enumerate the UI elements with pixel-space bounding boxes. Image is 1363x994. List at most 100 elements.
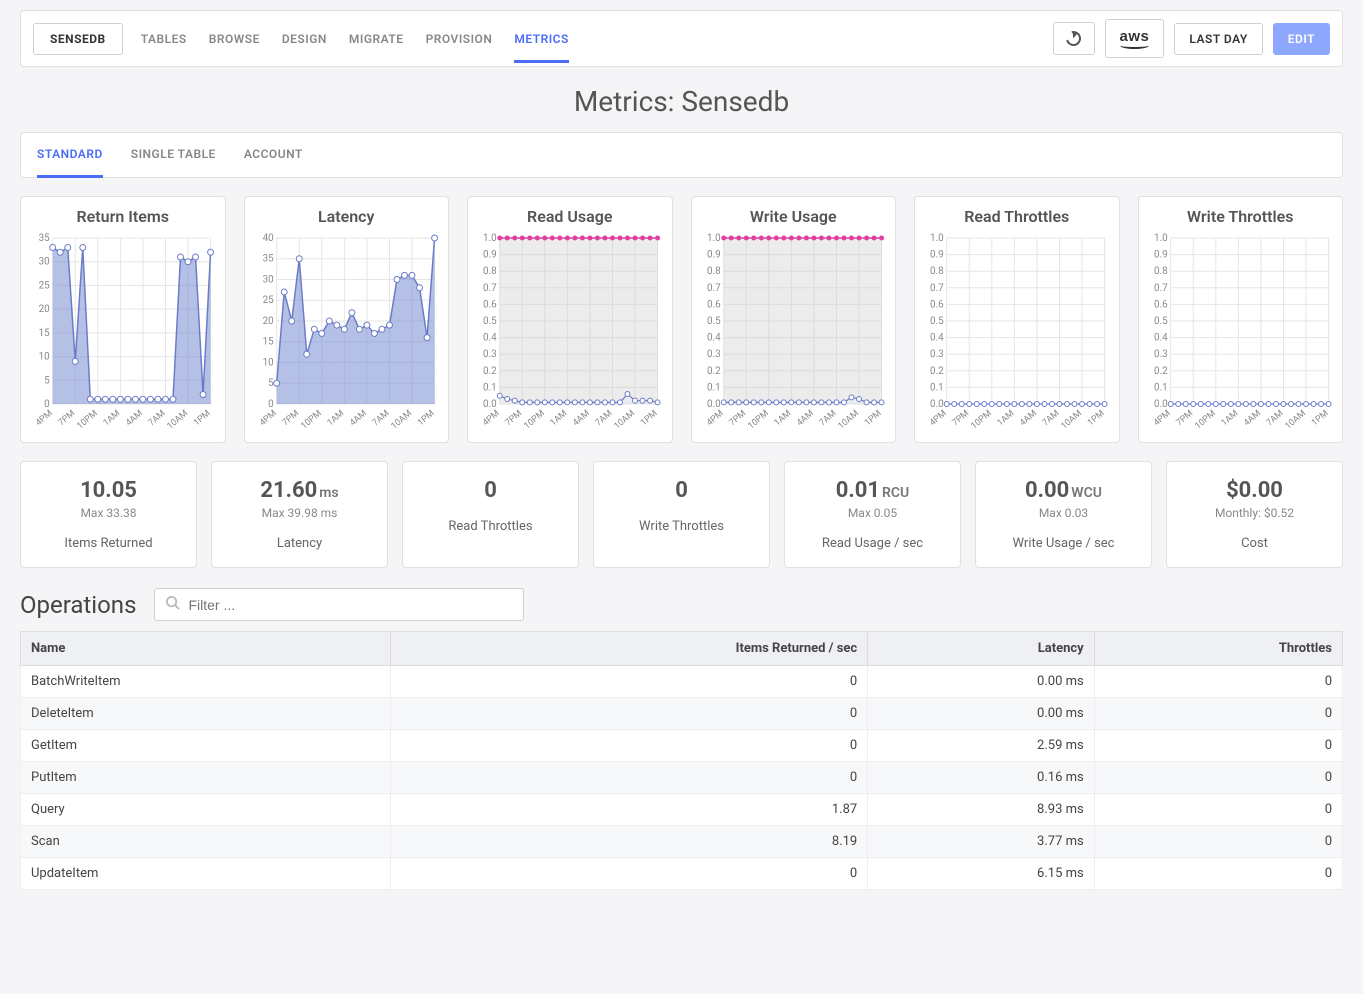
stat-value: 10.05 bbox=[27, 478, 190, 503]
svg-text:4PM: 4PM bbox=[705, 408, 726, 428]
table-cell: GetItem bbox=[21, 730, 391, 762]
svg-text:0.8: 0.8 bbox=[930, 266, 944, 277]
stat-value: 21.60ms bbox=[218, 478, 381, 503]
svg-text:1AM: 1AM bbox=[1219, 408, 1240, 428]
table-row[interactable]: PutItem00.16 ms0 bbox=[21, 762, 1343, 794]
svg-text:1.0: 1.0 bbox=[930, 233, 944, 244]
page-title: Metrics: Sensedb bbox=[0, 85, 1363, 118]
svg-text:0.6: 0.6 bbox=[1154, 299, 1168, 310]
table-row[interactable]: Query1.878.93 ms0 bbox=[21, 794, 1343, 826]
svg-text:0.1: 0.1 bbox=[707, 382, 721, 393]
svg-text:0.3: 0.3 bbox=[483, 349, 497, 360]
table-cell: 0 bbox=[1094, 858, 1342, 890]
svg-text:10AM: 10AM bbox=[1283, 408, 1308, 431]
stat-label: Write Throttles bbox=[600, 519, 763, 534]
table-cell: 0 bbox=[1094, 730, 1342, 762]
table-cell: 0.00 ms bbox=[868, 666, 1095, 698]
chart-title: Write Usage bbox=[700, 207, 888, 226]
database-select[interactable]: SENSEDB bbox=[33, 23, 123, 55]
svg-text:0.4: 0.4 bbox=[1154, 333, 1168, 344]
svg-text:0.9: 0.9 bbox=[707, 250, 721, 261]
svg-text:4AM: 4AM bbox=[348, 408, 369, 428]
svg-text:10AM: 10AM bbox=[836, 408, 861, 431]
stat-label: Items Returned bbox=[27, 536, 190, 551]
table-row[interactable]: UpdateItem06.15 ms0 bbox=[21, 858, 1343, 890]
stat-sub: Max 39.98 ms bbox=[218, 506, 381, 520]
table-cell: 0 bbox=[391, 730, 868, 762]
table-row[interactable]: Scan8.193.77 ms0 bbox=[21, 826, 1343, 858]
svg-text:10: 10 bbox=[39, 352, 50, 363]
stat-card-latency: 21.60msMax 39.98 msLatency bbox=[211, 461, 388, 568]
svg-text:15: 15 bbox=[39, 328, 50, 339]
refresh-button[interactable] bbox=[1053, 22, 1095, 55]
table-header[interactable]: Name bbox=[21, 632, 391, 666]
operations-title: Operations bbox=[20, 591, 136, 619]
tab-standard[interactable]: STANDARD bbox=[37, 133, 103, 178]
svg-text:1PM: 1PM bbox=[1310, 408, 1331, 428]
main-nav: TABLESBROWSEDESIGNMIGRATEPROVISIONMETRIC… bbox=[141, 28, 1035, 50]
svg-text:25: 25 bbox=[39, 280, 50, 291]
table-header[interactable]: Throttles bbox=[1094, 632, 1342, 666]
refresh-icon bbox=[1063, 28, 1083, 48]
chart-card-latency: Latency05101520253035404PM7PM10PM1AM4AM7… bbox=[244, 196, 450, 443]
svg-text:4PM: 4PM bbox=[481, 408, 502, 428]
svg-text:0.6: 0.6 bbox=[707, 299, 721, 310]
chart-card-read-throttles: Read Throttles0.00.10.20.30.40.50.60.70.… bbox=[914, 196, 1120, 443]
chart-card-read-usage: Read Usage0.00.10.20.30.40.50.60.70.80.9… bbox=[467, 196, 673, 443]
filter-input[interactable] bbox=[188, 597, 513, 613]
filter-box[interactable] bbox=[154, 588, 524, 621]
stat-label: Read Usage / sec bbox=[791, 536, 954, 551]
svg-text:0.5: 0.5 bbox=[483, 316, 497, 327]
nav-item-tables[interactable]: TABLES bbox=[141, 28, 187, 50]
table-cell: BatchWriteItem bbox=[21, 666, 391, 698]
table-cell: 6.15 ms bbox=[868, 858, 1095, 890]
svg-text:4PM: 4PM bbox=[258, 408, 279, 428]
table-row[interactable]: DeleteItem00.00 ms0 bbox=[21, 698, 1343, 730]
table-header[interactable]: Latency bbox=[868, 632, 1095, 666]
svg-text:10: 10 bbox=[262, 357, 273, 368]
svg-text:4AM: 4AM bbox=[795, 408, 816, 428]
table-cell: 0 bbox=[391, 858, 868, 890]
table-cell: 2.59 ms bbox=[868, 730, 1095, 762]
svg-text:4AM: 4AM bbox=[1242, 408, 1263, 428]
table-cell: 0 bbox=[391, 666, 868, 698]
table-cell: 0 bbox=[391, 762, 868, 794]
svg-text:4PM: 4PM bbox=[34, 408, 55, 428]
svg-text:10AM: 10AM bbox=[613, 408, 638, 431]
svg-text:0.1: 0.1 bbox=[1154, 382, 1168, 393]
time-range-button[interactable]: LAST DAY bbox=[1174, 23, 1262, 55]
edit-button[interactable]: EDIT bbox=[1273, 23, 1330, 55]
table-header[interactable]: Items Returned / sec bbox=[391, 632, 868, 666]
operations-header: Operations bbox=[20, 588, 1343, 621]
operations-table: NameItems Returned / secLatencyThrottles… bbox=[20, 631, 1343, 890]
svg-text:7PM: 7PM bbox=[57, 408, 78, 428]
chart-title: Write Throttles bbox=[1147, 207, 1335, 226]
nav-item-metrics[interactable]: METRICS bbox=[514, 28, 569, 63]
table-row[interactable]: BatchWriteItem00.00 ms0 bbox=[21, 666, 1343, 698]
chart-title: Read Throttles bbox=[923, 207, 1111, 226]
svg-text:30: 30 bbox=[39, 257, 50, 268]
table-cell: 0.16 ms bbox=[868, 762, 1095, 794]
svg-text:1.0: 1.0 bbox=[707, 233, 721, 244]
svg-text:7AM: 7AM bbox=[370, 408, 391, 428]
svg-text:0.6: 0.6 bbox=[483, 299, 497, 310]
table-cell: Scan bbox=[21, 826, 391, 858]
table-cell: 1.87 bbox=[391, 794, 868, 826]
nav-item-browse[interactable]: BROWSE bbox=[209, 28, 260, 50]
tab-account[interactable]: ACCOUNT bbox=[244, 133, 303, 177]
nav-item-provision[interactable]: PROVISION bbox=[426, 28, 493, 50]
table-cell: 0 bbox=[1094, 698, 1342, 730]
svg-text:4PM: 4PM bbox=[928, 408, 949, 428]
nav-item-migrate[interactable]: MIGRATE bbox=[349, 28, 404, 50]
nav-item-design[interactable]: DESIGN bbox=[282, 28, 327, 50]
svg-text:0.2: 0.2 bbox=[930, 366, 944, 377]
tab-single-table[interactable]: SINGLE TABLE bbox=[131, 133, 216, 177]
aws-button[interactable]: aws bbox=[1105, 19, 1165, 58]
chart-card-write-throttles: Write Throttles0.00.10.20.30.40.50.60.70… bbox=[1138, 196, 1344, 443]
svg-text:0.2: 0.2 bbox=[483, 366, 497, 377]
svg-text:15: 15 bbox=[262, 337, 273, 348]
svg-text:20: 20 bbox=[39, 304, 50, 315]
svg-text:0.7: 0.7 bbox=[483, 283, 497, 294]
table-row[interactable]: GetItem02.59 ms0 bbox=[21, 730, 1343, 762]
svg-text:25: 25 bbox=[262, 295, 273, 306]
